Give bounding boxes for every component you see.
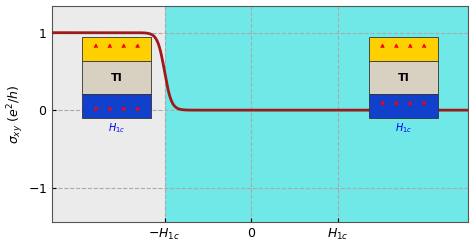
Bar <box>369 37 438 61</box>
Text: TI: TI <box>111 73 123 83</box>
Bar <box>82 61 152 94</box>
Bar <box>52 5 164 222</box>
Bar <box>369 94 438 118</box>
Bar <box>369 61 438 94</box>
Text: $H_{1c}$: $H_{1c}$ <box>395 121 412 135</box>
Bar <box>82 37 152 61</box>
Y-axis label: $\sigma_{xy}$ $(e^2/h)$: $\sigma_{xy}$ $(e^2/h)$ <box>6 84 26 144</box>
Text: TI: TI <box>397 73 409 83</box>
Text: $H_{1c}$: $H_{1c}$ <box>108 121 126 135</box>
Bar <box>82 94 152 118</box>
